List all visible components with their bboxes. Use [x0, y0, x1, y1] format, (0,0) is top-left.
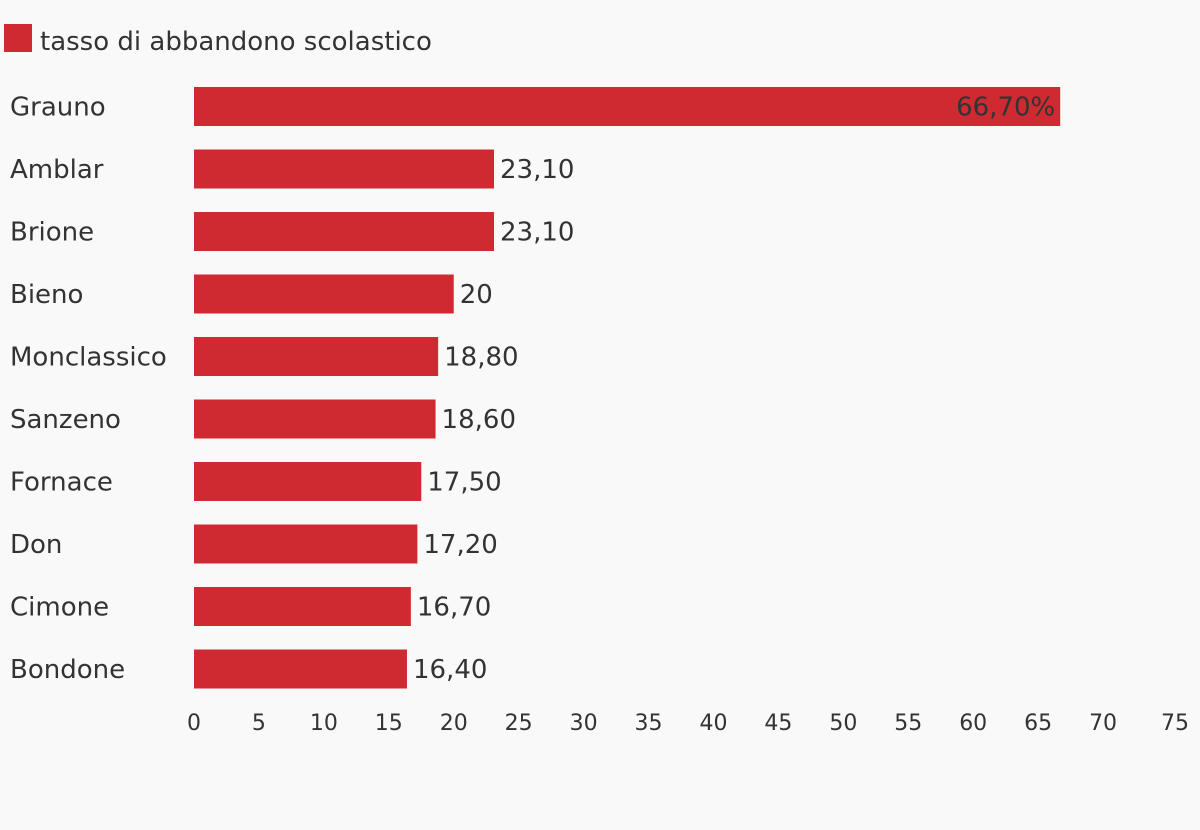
value-label: 66,70% — [956, 93, 1055, 123]
value-label: 20 — [460, 280, 493, 310]
x-tick-label: 40 — [699, 711, 727, 736]
bar-bondone — [194, 649, 407, 689]
value-labels: 66,70% 23,10 23,10 20 18,80 18,60 17,50 17,20 16… — [413, 93, 1055, 686]
value-label: 16,70 — [417, 593, 491, 623]
legend: tasso di abbandono scolastico — [4, 24, 432, 57]
x-tick-label: 30 — [570, 711, 598, 736]
x-tick-label: 65 — [1024, 711, 1052, 736]
category-label: Monclassico — [10, 343, 167, 373]
category-label: Fornace — [10, 468, 113, 498]
category-label: Don — [10, 530, 62, 560]
category-label: Brione — [10, 218, 94, 248]
category-label: Bieno — [10, 280, 83, 310]
x-tick-label: 70 — [1089, 711, 1117, 736]
bar-sanzeno — [194, 399, 436, 439]
bar-monclassico — [194, 337, 439, 376]
x-tick-label: 35 — [635, 711, 663, 736]
bar-brione — [194, 212, 494, 251]
category-label: Bondone — [10, 655, 125, 685]
value-label: 23,10 — [500, 155, 574, 185]
x-tick-label: 60 — [959, 711, 987, 736]
x-tick-label: 10 — [310, 711, 338, 736]
bar-bieno — [194, 274, 454, 314]
bar-fornace — [194, 462, 422, 501]
bars-group — [194, 87, 1061, 689]
x-tick-label: 55 — [894, 711, 922, 736]
bar-don — [194, 524, 418, 564]
value-label: 16,40 — [413, 655, 487, 685]
x-axis: 0 5 10 15 20 25 30 35 40 45 50 55 60 65 70 75 — [187, 711, 1189, 736]
x-tick-label: 25 — [505, 711, 533, 736]
category-label: Grauno — [10, 93, 106, 123]
category-labels: Grauno Amblar Brione Bieno Monclassico Sanzen… — [10, 93, 167, 686]
category-label: Amblar — [10, 155, 104, 185]
value-label: 23,10 — [500, 218, 574, 248]
x-tick-label: 15 — [375, 711, 403, 736]
value-label: 18,60 — [442, 405, 516, 435]
bar-grauno — [194, 87, 1061, 126]
bar-cimone — [194, 587, 411, 626]
x-tick-label: 50 — [829, 711, 857, 736]
category-label: Sanzeno — [10, 405, 121, 435]
x-tick-label: 0 — [187, 711, 201, 736]
value-label: 18,80 — [444, 343, 518, 373]
legend-label: tasso di abbandono scolastico — [40, 27, 432, 57]
category-label: Cimone — [10, 593, 109, 623]
value-label: 17,50 — [427, 468, 501, 498]
x-tick-label: 75 — [1161, 711, 1189, 736]
x-tick-label: 20 — [440, 711, 468, 736]
bar-amblar — [194, 149, 494, 189]
legend-swatch — [4, 24, 32, 52]
value-label: 17,20 — [423, 530, 497, 560]
x-tick-label: 5 — [252, 711, 266, 736]
x-tick-label: 45 — [764, 711, 792, 736]
